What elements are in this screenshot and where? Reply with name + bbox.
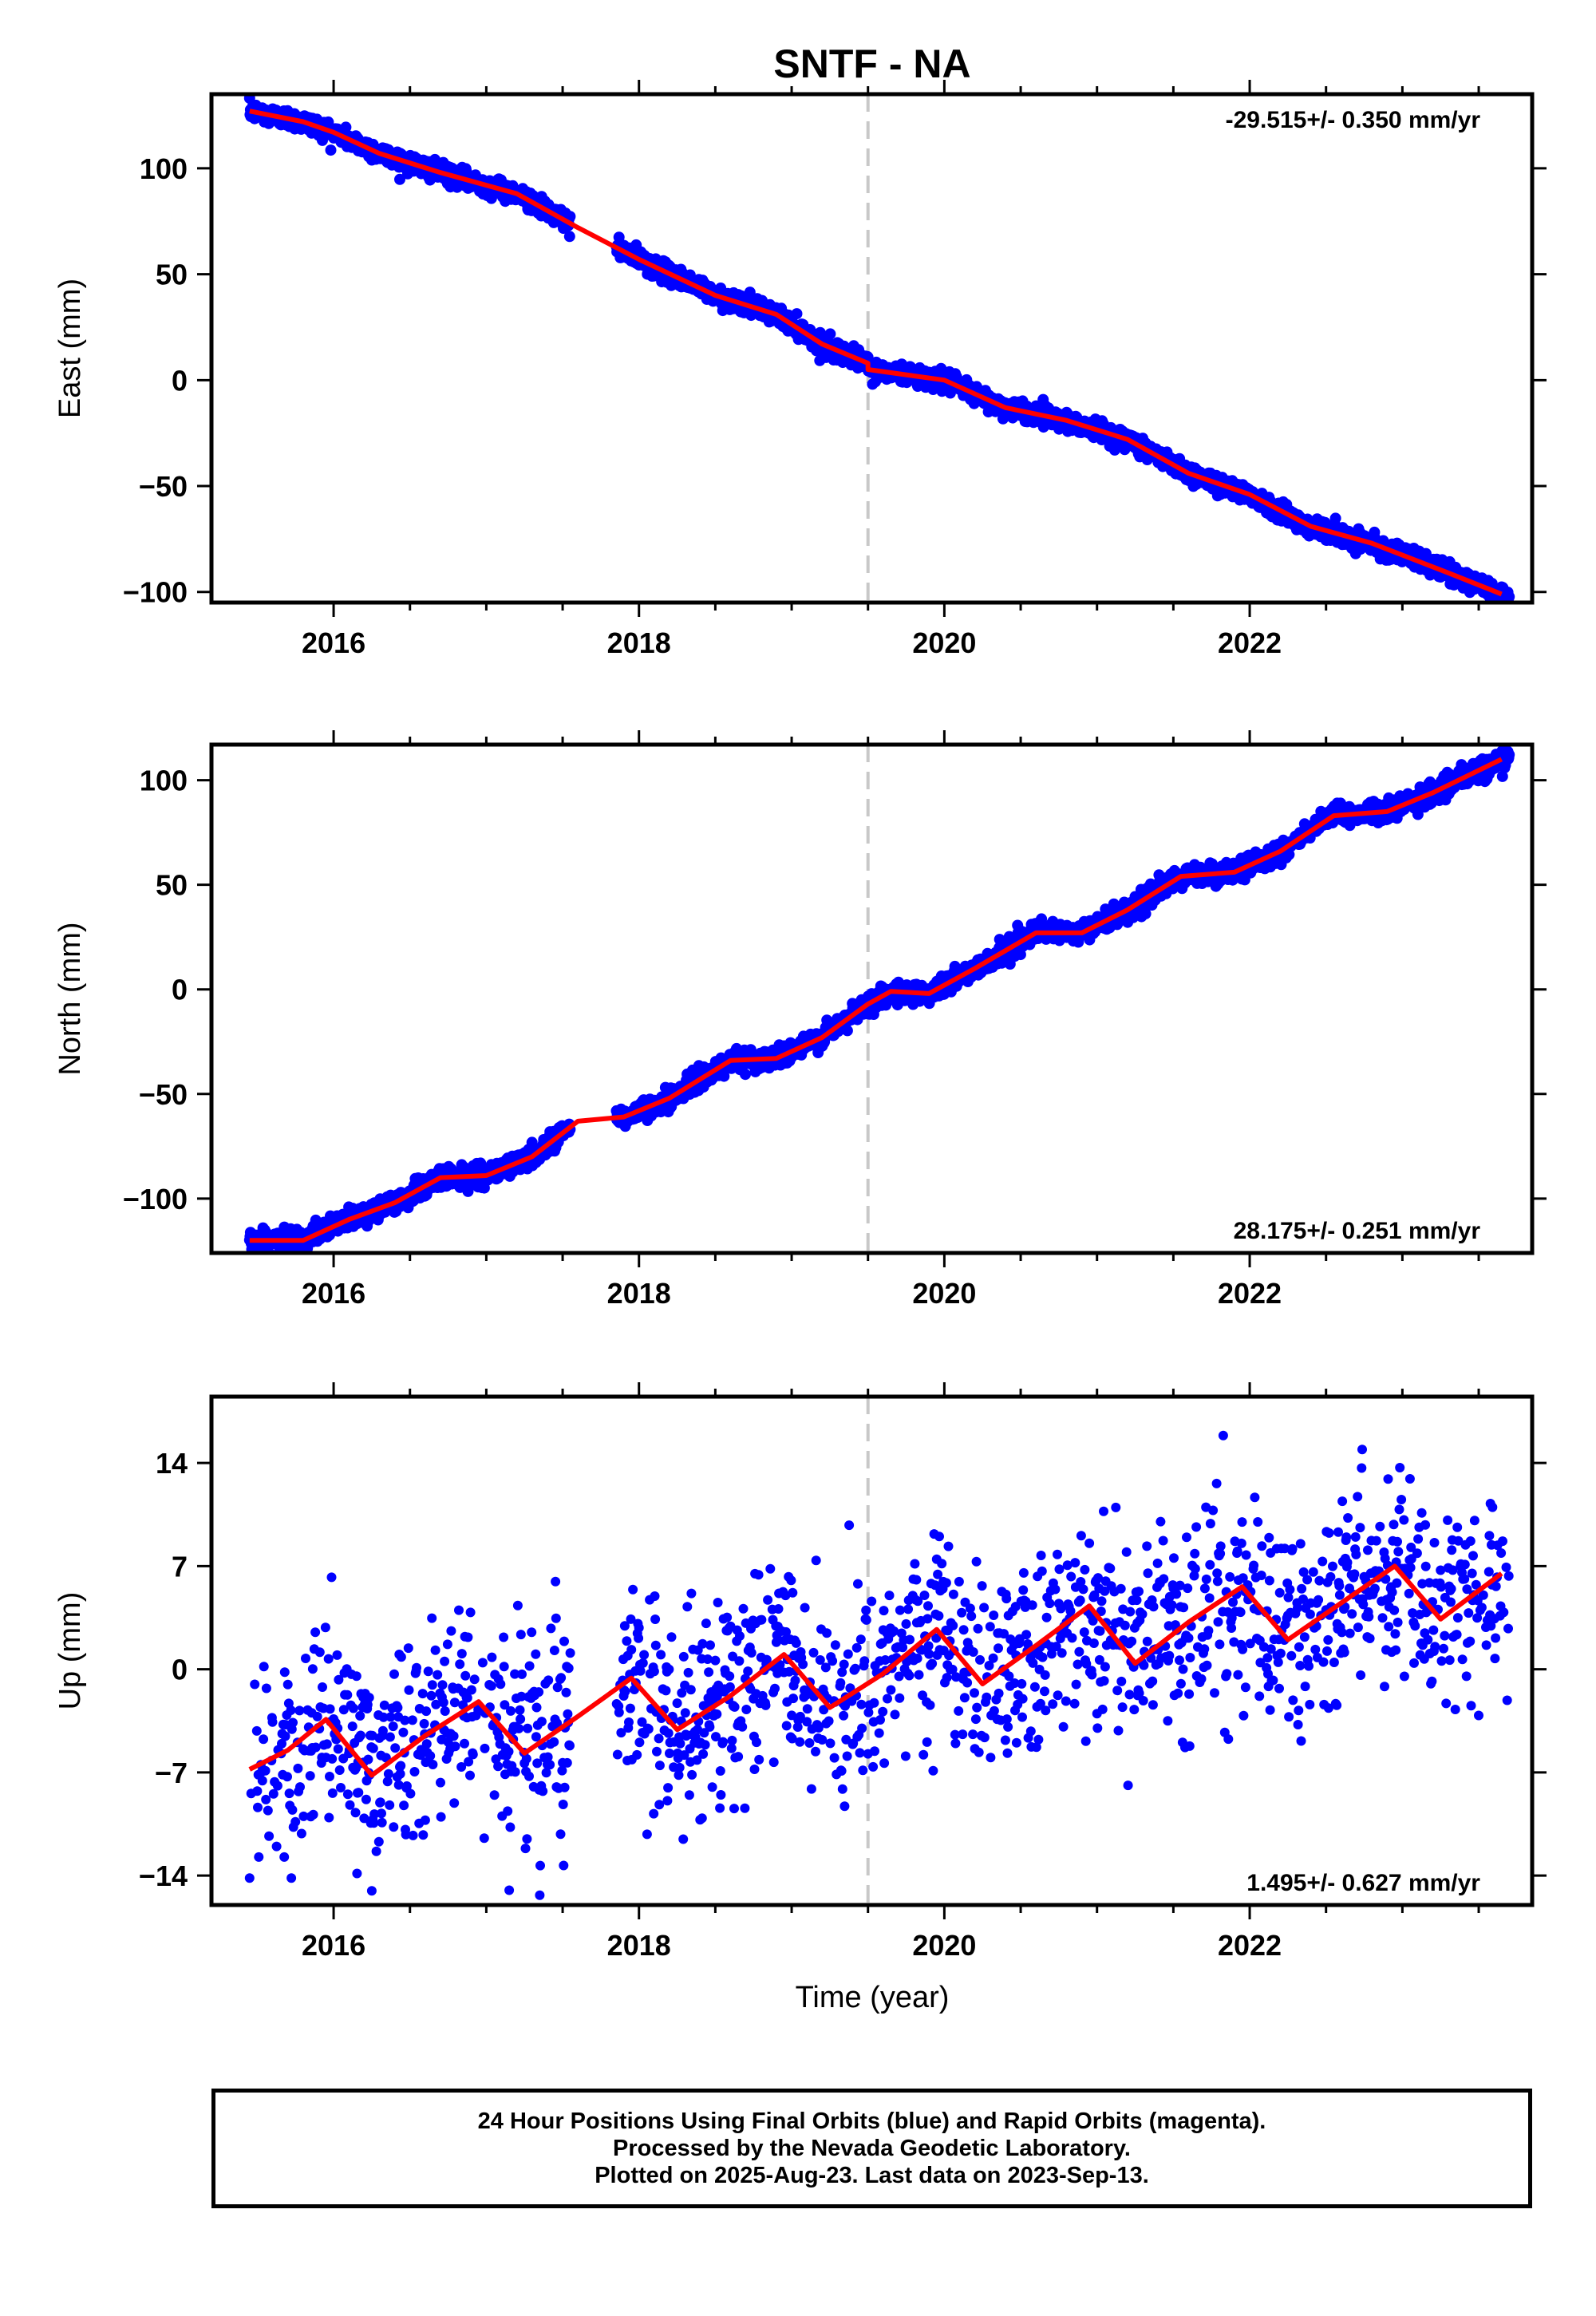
east-y-tick-label: −50 [139, 470, 188, 503]
east-data-point [824, 328, 836, 340]
east-x-tick-label: 2022 [1218, 626, 1282, 659]
east-data-point [791, 308, 803, 320]
east-data-point [340, 121, 352, 133]
east-y-axis-label: East (mm) [53, 279, 87, 418]
east-x-tick-label: 2018 [607, 626, 671, 659]
north-data-point [740, 1069, 751, 1081]
east-data-point [325, 144, 337, 156]
east-data-point [563, 231, 575, 243]
east-data-point [1503, 591, 1515, 603]
panel-east: 2016 2018 2020 2022 100 50 0 −50 −100 East (mm) -2… [53, 80, 1547, 659]
east-frame [209, 92, 1535, 605]
east-x-tick-label: 2016 [302, 626, 365, 659]
chart-title: SNTF - NA [773, 41, 970, 86]
east-y-tick-label: 0 [172, 364, 188, 397]
east-model-line [249, 109, 1503, 597]
east-plot-area [243, 94, 1515, 603]
east-rate-annotation: -29.515+/- 0.350 mm/yr [1226, 107, 1481, 133]
east-y-tick-label: 100 [140, 152, 188, 185]
east-y-tick-label: 50 [156, 259, 188, 291]
east-data-point [394, 173, 405, 185]
north-plot-area [243, 745, 1515, 1253]
panels-group: 2016 2018 2020 2022 100 50 0 −50 −100 East (mm) -2… [53, 80, 1547, 2014]
north-data-point [841, 1025, 853, 1037]
east-x-tick-label: 2020 [912, 626, 976, 659]
east-data-point [1329, 512, 1341, 524]
east-y-tick-label: −100 [123, 576, 188, 609]
north-data-point [1036, 913, 1048, 925]
